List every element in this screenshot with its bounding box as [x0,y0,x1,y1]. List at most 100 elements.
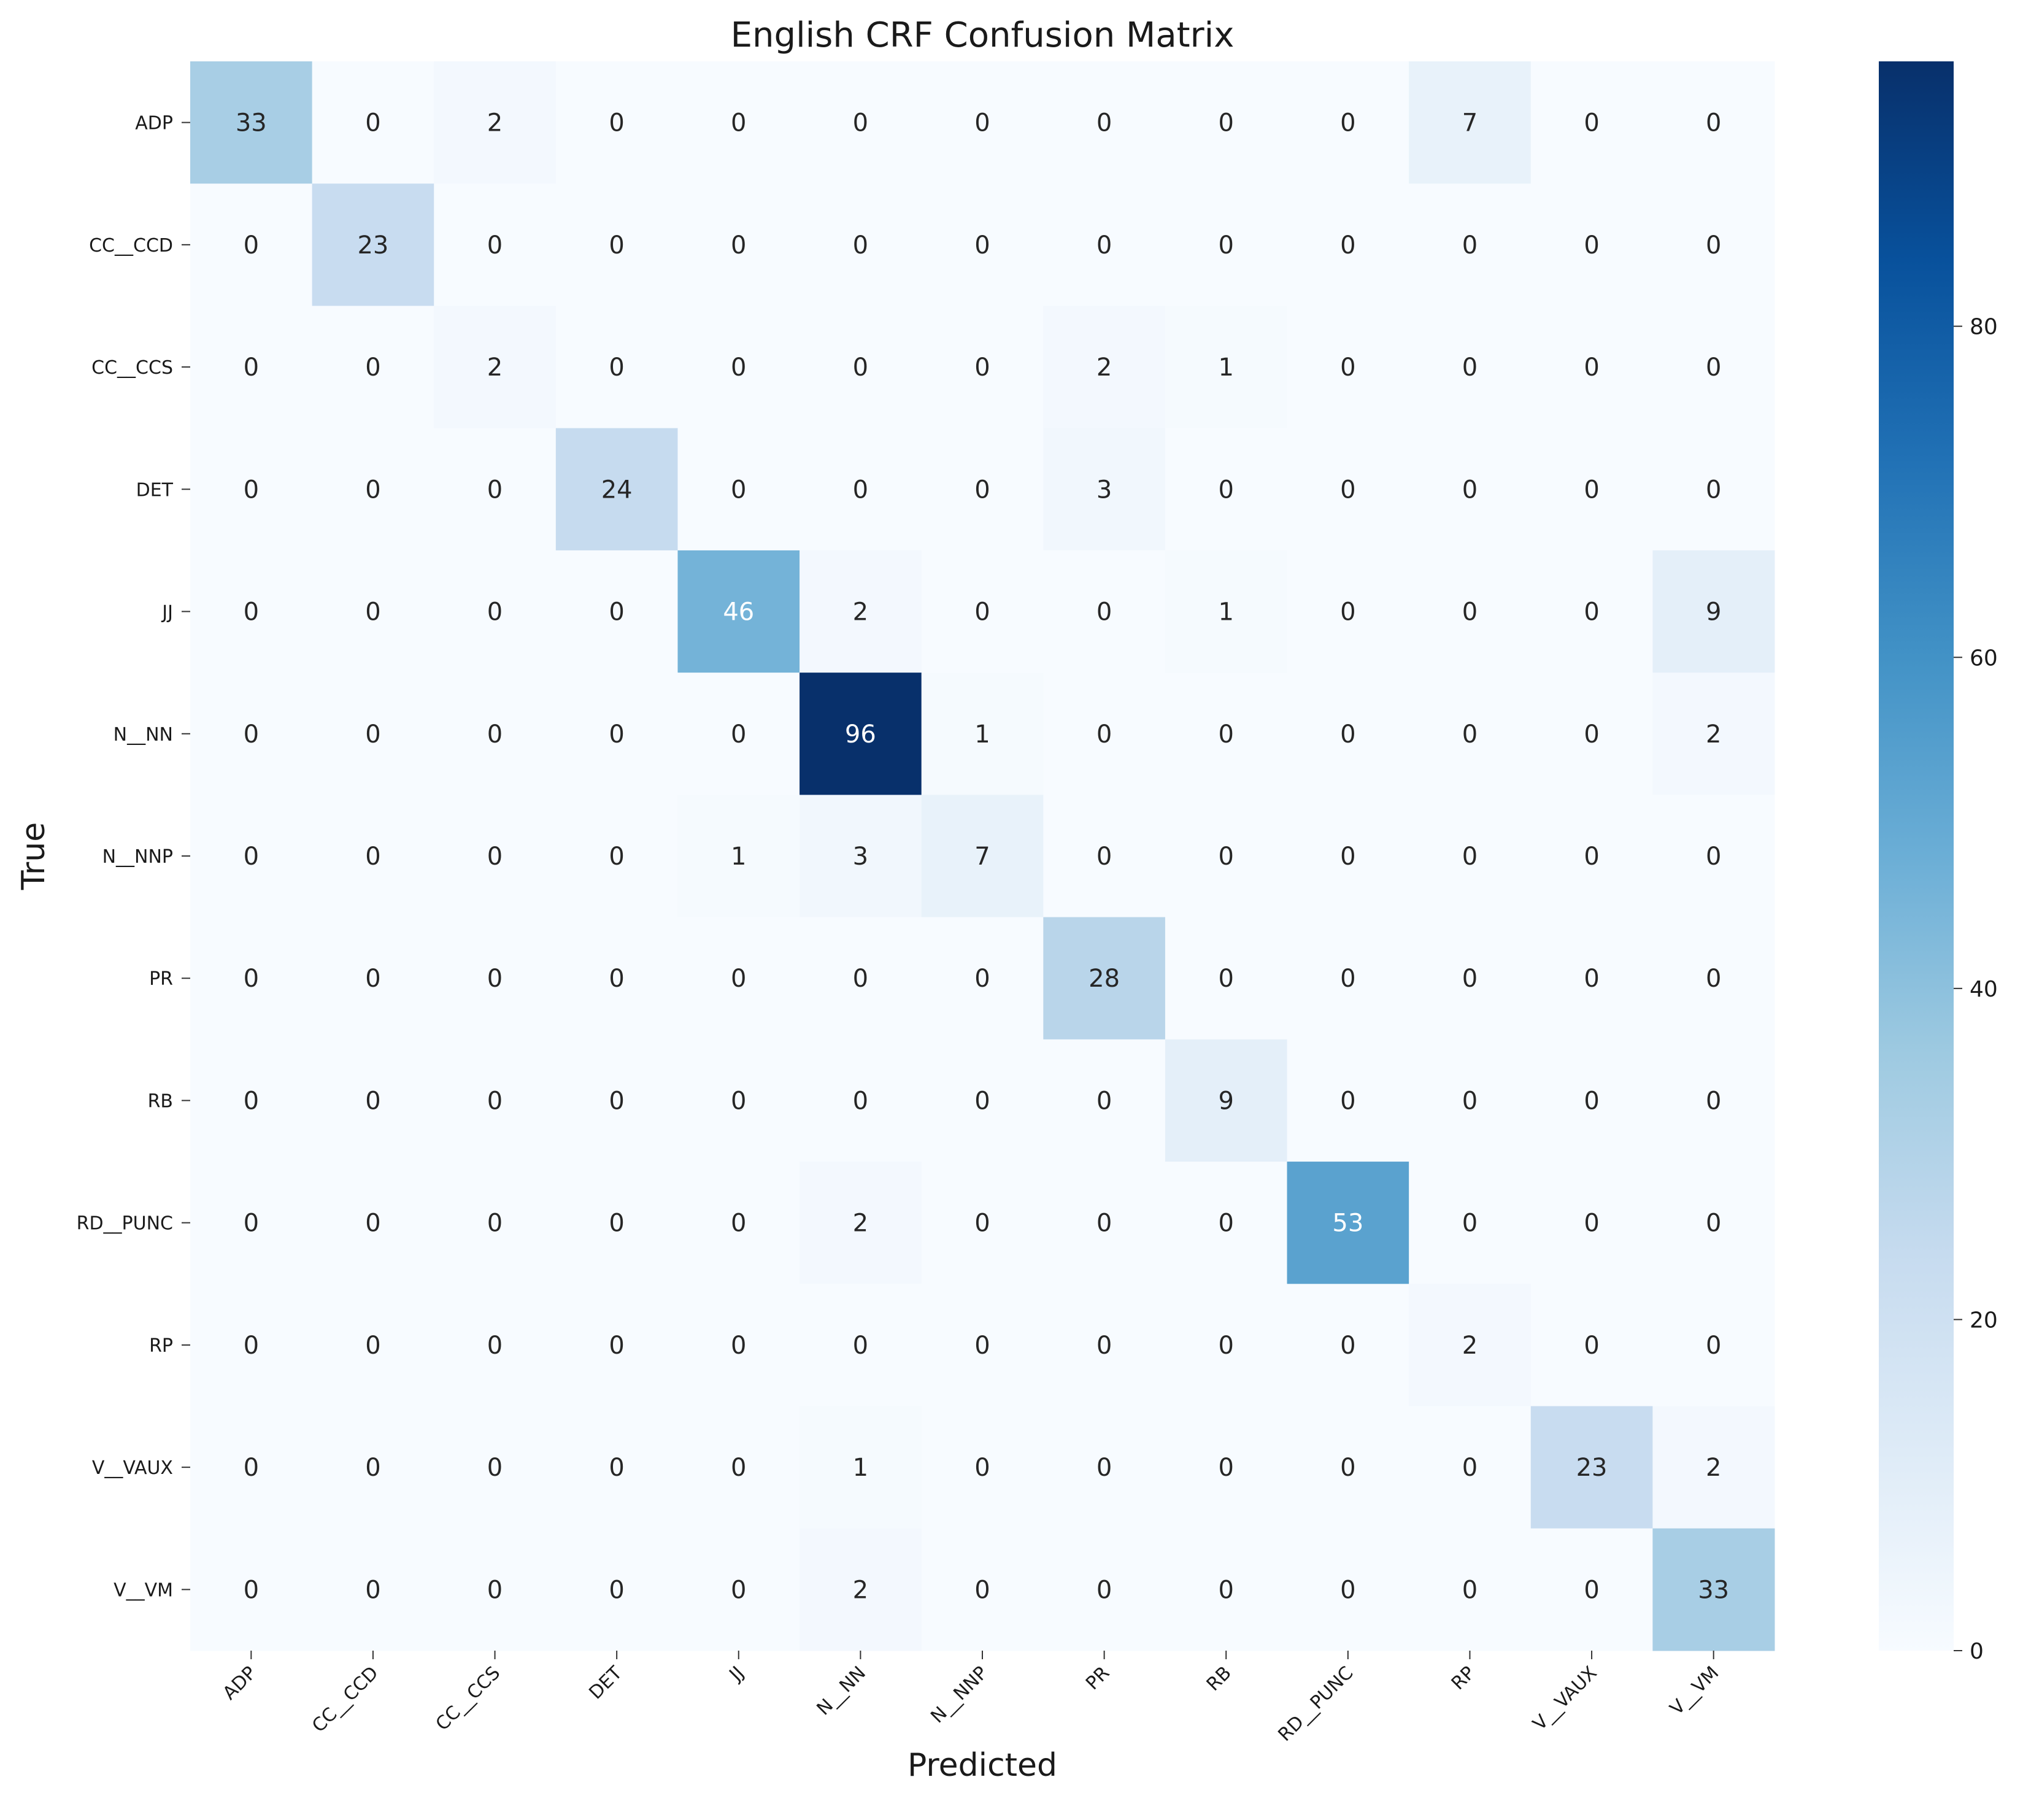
cell-value-label: 0 [487,476,503,504]
cell-value-label: 0 [1219,843,1234,871]
heatmap-cell [921,1284,1044,1407]
heatmap-cell [1530,1162,1653,1284]
cell-value-label: 0 [1096,1209,1112,1238]
heatmap-cell [1530,1039,1653,1162]
heatmap-cell [1530,183,1653,306]
cell-value-label: 0 [974,598,990,627]
cell-value-label: 0 [1462,720,1478,749]
heatmap-cell [921,1406,1044,1529]
heatmap-cell [1165,1528,1288,1651]
cell-value-label: 1 [853,1454,868,1482]
heatmap-cell [1165,673,1288,795]
cell-value-label: 0 [1462,353,1478,382]
heatmap-cell [1043,795,1166,918]
heatmap-cell [312,61,434,184]
cell-value-label: 0 [609,231,624,260]
cell-value-label: 2 [1462,1332,1478,1360]
heatmap-cell [800,183,922,306]
heatmap-cell [1043,1528,1166,1651]
cell-value-label: 3 [853,843,868,871]
heatmap-cell [1043,1284,1166,1407]
cell-value-label: 0 [365,1209,380,1238]
y-tick-label: V__VM [114,1579,173,1601]
y-tick-label: N__NN [114,724,173,746]
heatmap-cell [1165,1284,1288,1407]
cell-value-label: 0 [731,353,746,382]
y-tick-label: JJ [161,602,173,623]
heatmap-cell [312,1284,434,1407]
y-tick-label: RD__PUNC [77,1213,173,1235]
heatmap-cell [800,1528,922,1651]
heatmap-cell [312,1528,434,1651]
cell-value-label: 0 [1462,1454,1478,1482]
colorbar-tick-label: 60 [1970,646,1998,671]
heatmap-cell [555,183,678,306]
heatmap-cell [921,183,1044,306]
cell-value-label: 0 [974,231,990,260]
cell-value-label: 0 [244,843,259,871]
heatmap-cell [1409,1162,1532,1284]
cell-value-label: 0 [731,720,746,749]
cell-value-label: 0 [1096,1332,1112,1360]
heatmap-cell [1287,550,1409,673]
cell-value-label: 0 [487,720,503,749]
heatmap-cell [1409,1406,1532,1529]
heatmap-cell [190,61,313,184]
heatmap-cell [1165,61,1288,184]
colorbar: 0 20 40 60 80 [1879,61,1998,1664]
heatmap-cell [677,428,800,551]
cell-value-label: 0 [244,598,259,627]
cell-value-label: 0 [1584,598,1599,627]
cell-value-label: 0 [1096,1454,1112,1482]
x-axis: ADP CC__CCD CC__CCS DET JJ N__NN N__NNP PR RB RD_… [219,1651,1723,1746]
cell-value-label: 0 [731,476,746,504]
cell-value-label: 0 [1219,720,1234,749]
cell-value-label: 0 [609,353,624,382]
heatmap-cell [1409,1284,1532,1407]
heatmap-cell [921,795,1044,918]
cell-value-label: 0 [1219,1454,1234,1482]
cell-value-label: 0 [1340,1576,1355,1604]
heatmap-cell [1652,673,1775,795]
x-tick-label: RB [1203,1662,1236,1695]
heatmap-cell [312,1162,434,1284]
cell-value-label: 0 [365,598,380,627]
heatmap-cell [800,673,922,795]
y-tick-label: V__VAUX [92,1457,173,1479]
heatmap-cell [555,1406,678,1529]
y-tick-label: N__NNP [102,846,173,868]
cell-value-label: 0 [1706,1332,1721,1360]
heatmap-cell [1409,428,1532,551]
heatmap-cell [1652,428,1775,551]
cell-value-label: 2 [1096,353,1112,382]
cell-value-label: 0 [731,1332,746,1360]
cell-value-label: 1 [974,720,990,749]
cell-value-label: 0 [974,476,990,504]
cell-value-label: 0 [731,965,746,993]
colorbar-gradient [1879,61,1954,1651]
cell-value-label: 0 [1706,231,1721,260]
heatmap-cell [555,428,678,551]
heatmap-cell [190,795,313,918]
cell-value-label: 0 [1706,476,1721,504]
heatmap-cell [434,306,557,429]
cell-value-label: 0 [731,231,746,260]
cell-value-label: 33 [236,109,267,137]
heatmap-cell [434,183,557,306]
cell-value-label: 0 [365,1576,380,1604]
heatmap-cell [1530,1406,1653,1529]
heatmap-cell [1530,1528,1653,1651]
heatmap-cell [1043,550,1166,673]
cell-value-label: 0 [853,476,868,504]
cell-value-label: 0 [1219,1209,1234,1238]
cell-value-label: 0 [1706,1087,1721,1115]
heatmap-cell [1409,550,1532,673]
x-tick-label: CC__CCD [308,1662,383,1737]
cell-value-label: 2 [853,598,868,627]
cell-value-label: 0 [244,1332,259,1360]
cell-value-label: 7 [1462,109,1478,137]
cell-value-label: 0 [487,1576,503,1604]
heatmap-cell [921,306,1044,429]
cell-value-label: 0 [1584,353,1599,382]
heatmap-cell [190,306,313,429]
